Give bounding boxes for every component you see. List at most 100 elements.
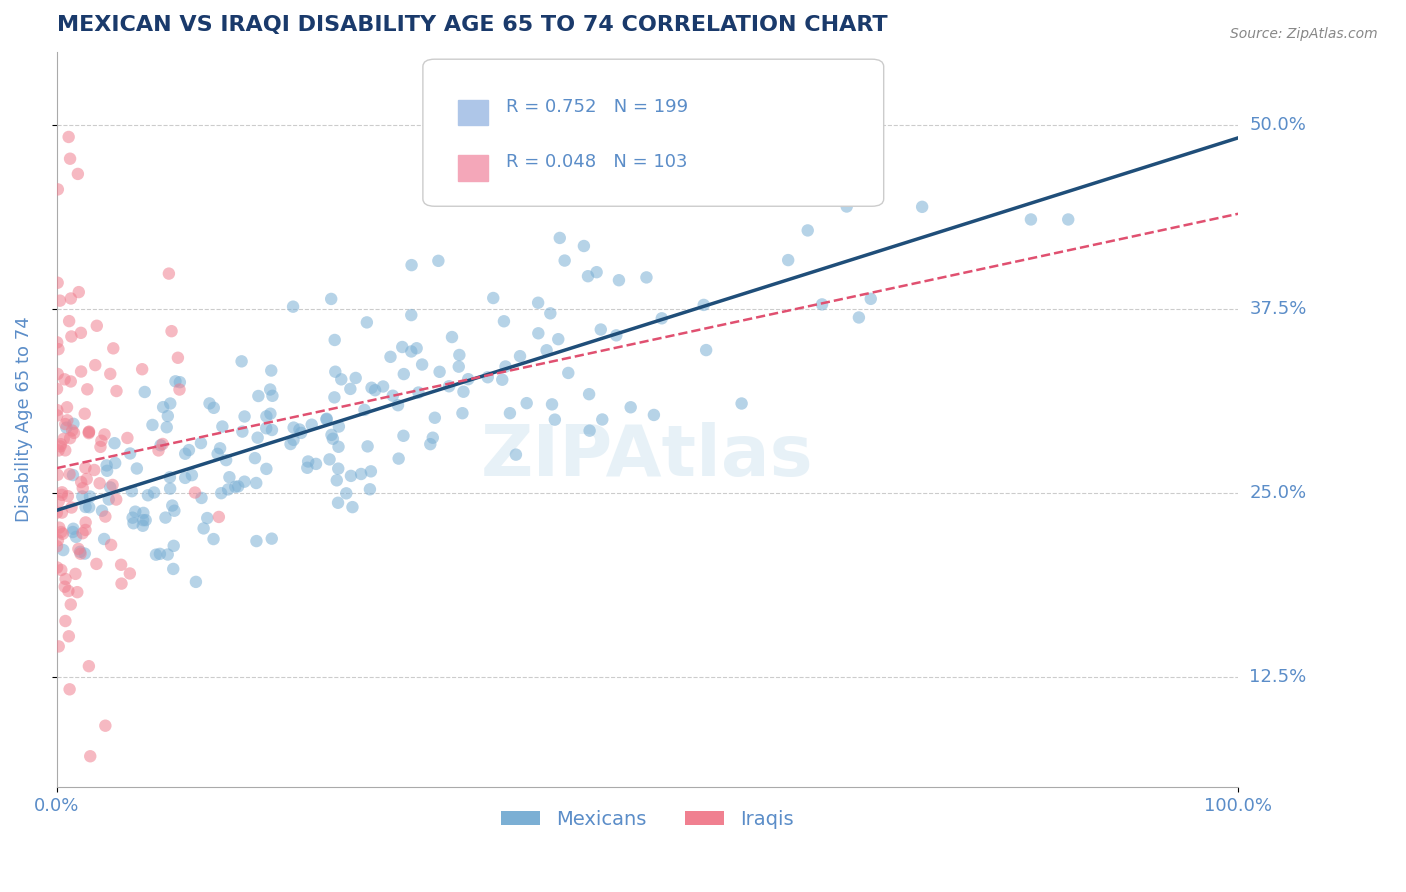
Mexicans xyxy=(544,412,567,426)
Text: MEXICAN VS IRAQI DISABILITY AGE 65 TO 74 CORRELATION CHART: MEXICAN VS IRAQI DISABILITY AGE 65 TO 74… xyxy=(56,15,887,35)
Text: R = 0.048   N = 103: R = 0.048 N = 103 xyxy=(506,153,688,171)
Mexicans xyxy=(401,308,423,322)
Iraqis xyxy=(118,566,141,581)
Mexicans xyxy=(422,431,444,445)
Mexicans xyxy=(177,443,200,458)
Iraqis xyxy=(58,629,80,643)
Mexicans xyxy=(578,424,600,438)
Mexicans xyxy=(120,446,142,460)
Mexicans xyxy=(281,300,304,314)
Iraqis xyxy=(157,267,180,281)
Iraqis xyxy=(131,362,153,376)
Mexicans xyxy=(516,396,538,410)
Iraqis xyxy=(117,431,139,445)
Mexicans xyxy=(499,406,522,420)
Iraqis xyxy=(208,510,231,524)
Mexicans xyxy=(344,371,367,385)
Iraqis xyxy=(46,409,69,423)
Iraqis xyxy=(63,425,86,440)
Mexicans xyxy=(411,358,433,372)
Mexicans xyxy=(796,223,818,237)
Iraqis xyxy=(51,506,73,520)
Mexicans xyxy=(589,322,612,336)
Iraqis xyxy=(101,478,124,492)
Mexicans xyxy=(449,348,471,362)
Mexicans xyxy=(364,383,387,397)
Mexicans xyxy=(96,458,118,473)
Mexicans xyxy=(202,401,225,415)
Iraqis xyxy=(58,584,80,599)
Mexicans xyxy=(477,370,499,384)
Mexicans xyxy=(392,367,415,381)
Text: 37.5%: 37.5% xyxy=(1250,301,1306,318)
Mexicans xyxy=(547,332,569,346)
Mexicans xyxy=(55,420,77,434)
Iraqis xyxy=(59,682,82,697)
Mexicans xyxy=(290,425,312,440)
Iraqis xyxy=(66,167,89,181)
Iraqis xyxy=(59,598,82,612)
Mexicans xyxy=(322,432,344,446)
Iraqis xyxy=(79,749,101,764)
Iraqis xyxy=(48,521,70,535)
Mexicans xyxy=(174,471,197,485)
Mexicans xyxy=(401,344,423,359)
Mexicans xyxy=(356,315,378,329)
Mexicans xyxy=(262,389,284,403)
Mexicans xyxy=(387,398,409,412)
Mexicans xyxy=(62,522,84,536)
Iraqis xyxy=(46,335,69,350)
Mexicans xyxy=(93,532,115,546)
Iraqis xyxy=(46,382,69,396)
Mexicans xyxy=(135,513,157,527)
Mexicans xyxy=(328,461,350,475)
Mexicans xyxy=(342,500,364,515)
Mexicans xyxy=(419,437,441,451)
Mexicans xyxy=(73,547,96,561)
Iraqis xyxy=(52,432,75,446)
Iraqis xyxy=(77,426,100,441)
Mexicans xyxy=(198,396,221,410)
Mexicans xyxy=(152,400,174,414)
Mexicans xyxy=(585,265,607,279)
Iraqis xyxy=(148,443,170,458)
Mexicans xyxy=(323,390,346,404)
Mexicans xyxy=(305,457,328,471)
Iraqis xyxy=(76,472,98,486)
Mexicans xyxy=(180,468,202,483)
Mexicans xyxy=(215,453,238,467)
Mexicans xyxy=(405,341,427,355)
Mexicans xyxy=(495,359,517,374)
Mexicans xyxy=(259,383,281,397)
Mexicans xyxy=(548,231,571,245)
Iraqis xyxy=(77,425,100,439)
Mexicans xyxy=(156,420,179,434)
Mexicans xyxy=(643,408,665,422)
Iraqis xyxy=(70,475,93,489)
Mexicans xyxy=(607,273,630,287)
Bar xyxy=(458,155,488,180)
Mexicans xyxy=(163,539,186,553)
Mexicans xyxy=(91,504,114,518)
Mexicans xyxy=(391,340,413,354)
Mexicans xyxy=(578,387,600,401)
Mexicans xyxy=(98,480,121,494)
Iraqis xyxy=(59,292,82,306)
Mexicans xyxy=(156,548,179,562)
Mexicans xyxy=(323,333,346,347)
Mexicans xyxy=(159,482,181,496)
Iraqis xyxy=(70,365,93,379)
Mexicans xyxy=(132,513,155,527)
Mexicans xyxy=(62,468,84,483)
Iraqis xyxy=(184,485,207,500)
Mexicans xyxy=(427,253,450,268)
Mexicans xyxy=(388,451,411,466)
Mexicans xyxy=(536,343,558,358)
Iraqis xyxy=(94,719,117,733)
Mexicans xyxy=(195,511,218,525)
Iraqis xyxy=(75,460,97,475)
Mexicans xyxy=(360,381,382,395)
Mexicans xyxy=(350,467,373,481)
Text: Source: ZipAtlas.com: Source: ZipAtlas.com xyxy=(1230,27,1378,41)
Iraqis xyxy=(100,538,122,552)
